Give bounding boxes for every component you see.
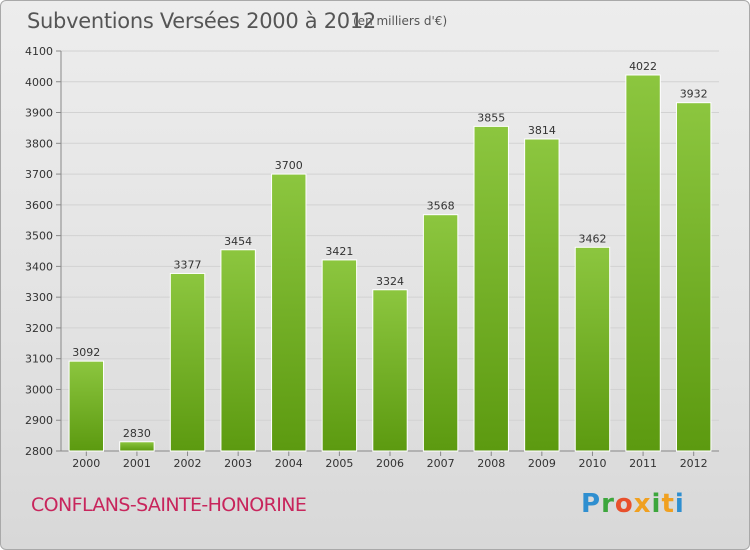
y-tick-label: 4000 [25,76,53,89]
x-tick-label: 2003 [224,457,252,470]
bar-2011 [625,74,661,452]
y-tick-label: 3500 [25,230,53,243]
bar-value-label: 3421 [325,245,353,258]
bar-value-label: 3855 [477,111,505,124]
bar-value-label: 2830 [123,427,151,440]
bar-value-label: 3092 [72,346,100,359]
logo-letter: t [661,489,675,519]
bar-2007 [422,214,459,452]
y-tick-label: 3800 [25,137,53,150]
y-tick-label: 3600 [25,199,53,212]
bar-value-label: 3568 [427,200,455,213]
x-tick-label: 2008 [477,457,505,470]
bar-value-label: 3324 [376,275,404,288]
x-tick-label: 2002 [174,457,202,470]
y-tick-label: 3000 [25,383,53,396]
x-tick-label: 2009 [528,457,556,470]
y-tick-label: 4100 [25,45,53,58]
bar-value-label: 3700 [275,159,303,172]
bar-value-label: 3377 [174,258,202,271]
x-tick-label: 2012 [680,457,708,470]
bar-2005 [321,259,358,452]
bar-value-label: 3462 [578,232,606,245]
unit-note: (en milliers d'€) [353,14,448,28]
bar-value-label: 3454 [224,235,252,248]
y-tick-label: 3200 [25,322,53,335]
labels: 2800 2900 3000 3100 3200 3300 3400 3500 3600 3700… [25,45,708,470]
logo-letter: P [581,489,602,519]
bar-2000 [68,360,105,452]
proxiti-logo[interactable]: Proxiti [581,489,685,519]
bar-value-label: 4022 [629,60,657,73]
logo-letter: x [633,489,652,519]
y-tick-label: 3100 [25,353,53,366]
logo-letter: o [614,489,634,519]
y-tick-label: 2900 [25,414,53,427]
y-tick-label: 3700 [25,168,53,181]
y-tick-label: 2800 [25,445,53,458]
x-tick-label: 2000 [72,457,100,470]
x-tick-label: 2001 [123,457,151,470]
x-tick-label: 2011 [629,457,657,470]
bar-2010 [574,246,611,452]
bar-2003 [220,249,256,452]
bar-2004 [271,173,307,452]
bar-2001 [119,441,155,452]
bar-2009 [524,138,560,452]
bar-2008 [473,125,509,452]
y-tick-label: 3900 [25,107,53,120]
chart-title: Subventions Versées 2000 à 2012 [27,9,376,33]
logo-letter: i [651,489,662,519]
y-tick-label: 3400 [25,260,53,273]
x-tick-label: 2004 [275,457,303,470]
logo-letter: r [601,489,615,519]
commune-name: CONFLANS-SAINTE-HONORINE [31,494,307,516]
bar-2012 [675,102,712,452]
bar-2006 [372,289,408,452]
bar-value-label: 3932 [680,88,708,101]
bar-2002 [169,272,206,452]
x-tick-label: 2007 [427,457,455,470]
x-tick-label: 2010 [578,457,606,470]
x-tick-label: 2005 [325,457,353,470]
y-tick-label: 3300 [25,291,53,304]
logo-letter: i [674,489,685,519]
bars [68,74,712,452]
bar-value-label: 3814 [528,124,556,137]
x-tick-label: 2006 [376,457,404,470]
